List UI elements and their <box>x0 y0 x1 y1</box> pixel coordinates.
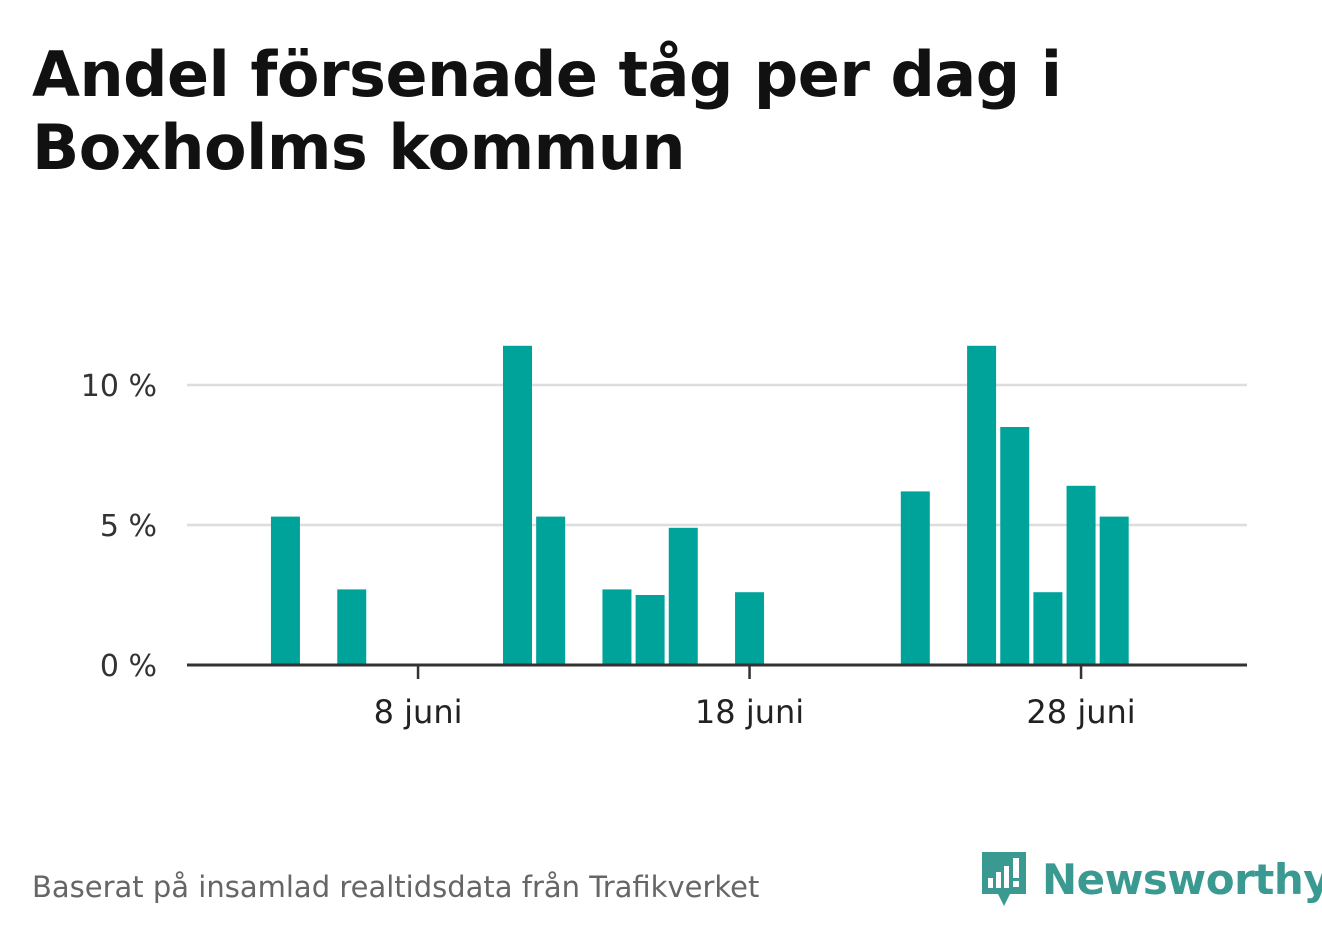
bar <box>503 345 532 665</box>
x-tick-label: 18 juni <box>695 693 804 731</box>
x-tick-label: 8 juni <box>374 693 463 731</box>
bar <box>270 516 300 665</box>
y-axis-ticks: 0 % 5 % 10 % <box>81 369 157 684</box>
brand-logo: Newsworthy <box>980 850 1322 908</box>
chart-title: Andel försenade tåg per dag i Boxholms k… <box>32 38 1062 184</box>
bar <box>635 595 665 665</box>
x-axis-ticks: 8 juni 18 juni 28 juni <box>374 665 1136 731</box>
bar <box>536 516 566 665</box>
x-tick-label: 28 juni <box>1026 693 1135 731</box>
bar <box>1099 516 1129 665</box>
bar <box>1066 485 1096 665</box>
y-tick-label: 5 % <box>100 509 157 544</box>
bar <box>735 592 765 665</box>
y-tick-label: 10 % <box>81 369 157 404</box>
bar-chart: 0 % 5 % 10 % 8 juni 18 juni 28 juni <box>81 345 1247 731</box>
bar <box>602 589 632 665</box>
bar <box>1000 427 1030 665</box>
bar <box>668 527 698 665</box>
bar <box>967 345 997 665</box>
bar <box>337 589 367 665</box>
bar <box>900 491 930 665</box>
bar <box>1033 592 1063 665</box>
y-tick-label: 0 % <box>100 649 157 684</box>
bar-chart-speech-bubble-icon <box>982 852 1026 906</box>
source-note: Baserat på insamlad realtidsdata från Tr… <box>32 870 760 904</box>
bars <box>270 345 1129 665</box>
brand-name: Newsworthy <box>1042 854 1322 904</box>
